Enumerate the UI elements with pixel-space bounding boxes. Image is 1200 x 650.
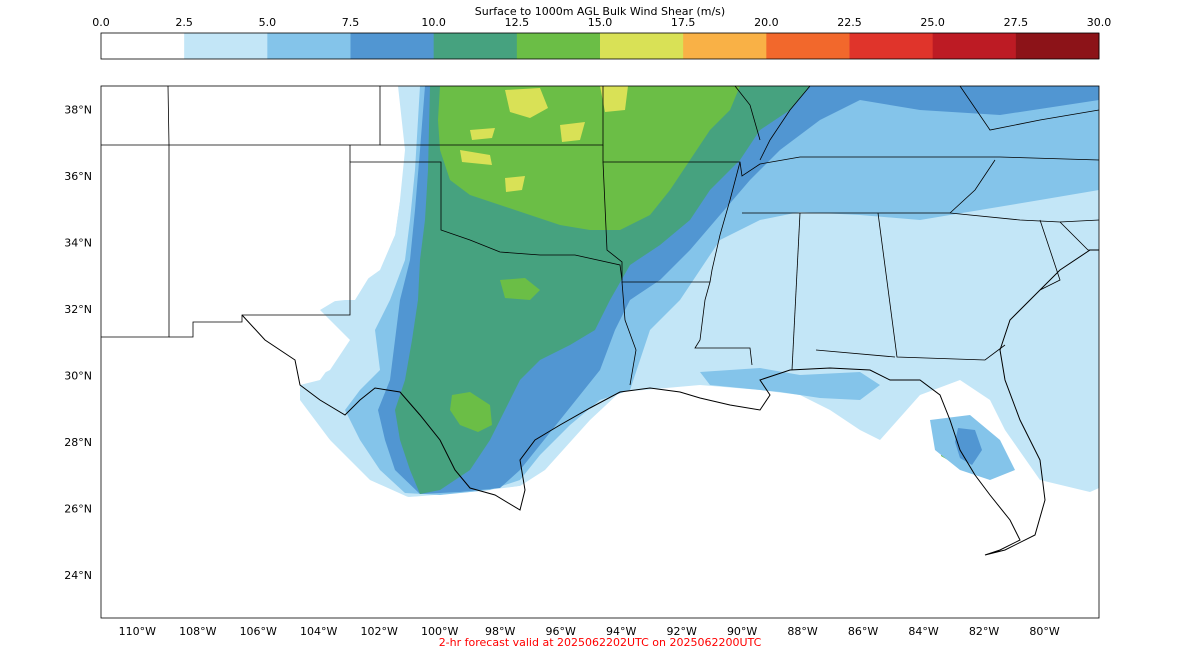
colorbar-tick-label: 22.5 bbox=[837, 16, 862, 29]
colorbar-tick-label: 0.0 bbox=[92, 16, 110, 29]
longitude-label: 88°W bbox=[787, 625, 817, 638]
longitude-label: 84°W bbox=[908, 625, 938, 638]
shear-band-12-5-15-central bbox=[500, 278, 540, 300]
colorbar-frame bbox=[100, 32, 1100, 60]
map-panel bbox=[100, 85, 1100, 619]
colorbar-tick-label: 5.0 bbox=[259, 16, 277, 29]
latitude-label: 28°N bbox=[64, 436, 92, 449]
longitude-label: 80°W bbox=[1029, 625, 1059, 638]
shear-band-12-5-15-south bbox=[450, 392, 492, 432]
latitude-labels: 38°N 36°N 34°N 32°N 30°N 28°N 26°N 24°N bbox=[64, 103, 92, 582]
latitude-label: 24°N bbox=[64, 569, 92, 582]
coastlines bbox=[241, 249, 1099, 556]
shear-band-15-17-5 bbox=[460, 86, 628, 192]
colorbar-tick-label: 20.0 bbox=[754, 16, 779, 29]
colorbar-tick-label: 27.5 bbox=[1004, 16, 1029, 29]
longitude-label: 102°W bbox=[361, 625, 398, 638]
shear-florida-patch-2 bbox=[955, 428, 982, 465]
shear-coastal-strip bbox=[700, 368, 880, 400]
longitude-label: 96°W bbox=[545, 625, 575, 638]
colorbar-swatch bbox=[766, 33, 850, 59]
colorbar-tick-label: 10.0 bbox=[421, 16, 446, 29]
longitude-label: 92°W bbox=[666, 625, 696, 638]
no-data-region bbox=[101, 86, 1099, 618]
longitude-label: 94°W bbox=[606, 625, 636, 638]
latitude-label: 36°N bbox=[64, 170, 92, 183]
state-boundaries bbox=[101, 86, 1099, 386]
shear-band-12-5-15-north bbox=[438, 86, 740, 230]
longitude-labels: 110°W 108°W 106°W 104°W 102°W 100°W 98°W 96°W 94… bbox=[119, 625, 1060, 638]
longitude-label: 106°W bbox=[240, 625, 277, 638]
forecast-valid-caption: 2-hr forecast valid at 2025062202UTC on … bbox=[439, 636, 762, 649]
latitude-label: 30°N bbox=[64, 369, 92, 382]
longitude-label: 100°W bbox=[421, 625, 458, 638]
longitude-label: 86°W bbox=[848, 625, 878, 638]
colorbar-tick-label: 30.0 bbox=[1087, 16, 1112, 29]
longitude-label: 82°W bbox=[969, 625, 999, 638]
colorbar-swatch bbox=[101, 33, 185, 59]
colorbar-swatch bbox=[433, 33, 518, 59]
longitude-label: 98°W bbox=[485, 625, 515, 638]
colorbar-swatch bbox=[184, 33, 268, 59]
colorbar-tick-label: 7.5 bbox=[342, 16, 360, 29]
longitude-label: 110°W bbox=[119, 625, 156, 638]
shear-field bbox=[300, 86, 1099, 497]
colorbar-swatch bbox=[350, 33, 435, 59]
colorbar-tick-label: 2.5 bbox=[175, 16, 193, 29]
longitude-label: 90°W bbox=[727, 625, 757, 638]
colorbar-swatch bbox=[932, 33, 1017, 59]
colorbar-tick-label: 17.5 bbox=[671, 16, 696, 29]
colorbar-swatch bbox=[267, 33, 351, 59]
colorbar-tick-label: 12.5 bbox=[505, 16, 530, 29]
colorbar-tick-label: 15.0 bbox=[588, 16, 613, 29]
colorbar-tick-labels: 0.0 2.5 5.0 7.5 10.0 12.5 15.0 17.5 20.0 22.5 25.0… bbox=[92, 16, 1111, 29]
colorbar-swatch bbox=[683, 33, 767, 59]
colorbar-swatch bbox=[849, 33, 934, 59]
colorbar-title: Surface to 1000m AGL Bulk Wind Shear (m/… bbox=[475, 5, 725, 18]
map-frame bbox=[100, 85, 1100, 619]
colorbar-tick-label: 25.0 bbox=[920, 16, 945, 29]
longitude-label: 104°W bbox=[300, 625, 337, 638]
colorbar-swatch bbox=[600, 33, 684, 59]
latitude-label: 32°N bbox=[64, 303, 92, 316]
longitude-label: 108°W bbox=[179, 625, 216, 638]
latitude-label: 34°N bbox=[64, 236, 92, 249]
latitude-label: 38°N bbox=[64, 103, 92, 116]
colorbar-swatch bbox=[516, 33, 601, 59]
latitude-label: 26°N bbox=[64, 502, 92, 515]
colorbar bbox=[101, 33, 1100, 59]
colorbar-swatch bbox=[1015, 33, 1100, 59]
